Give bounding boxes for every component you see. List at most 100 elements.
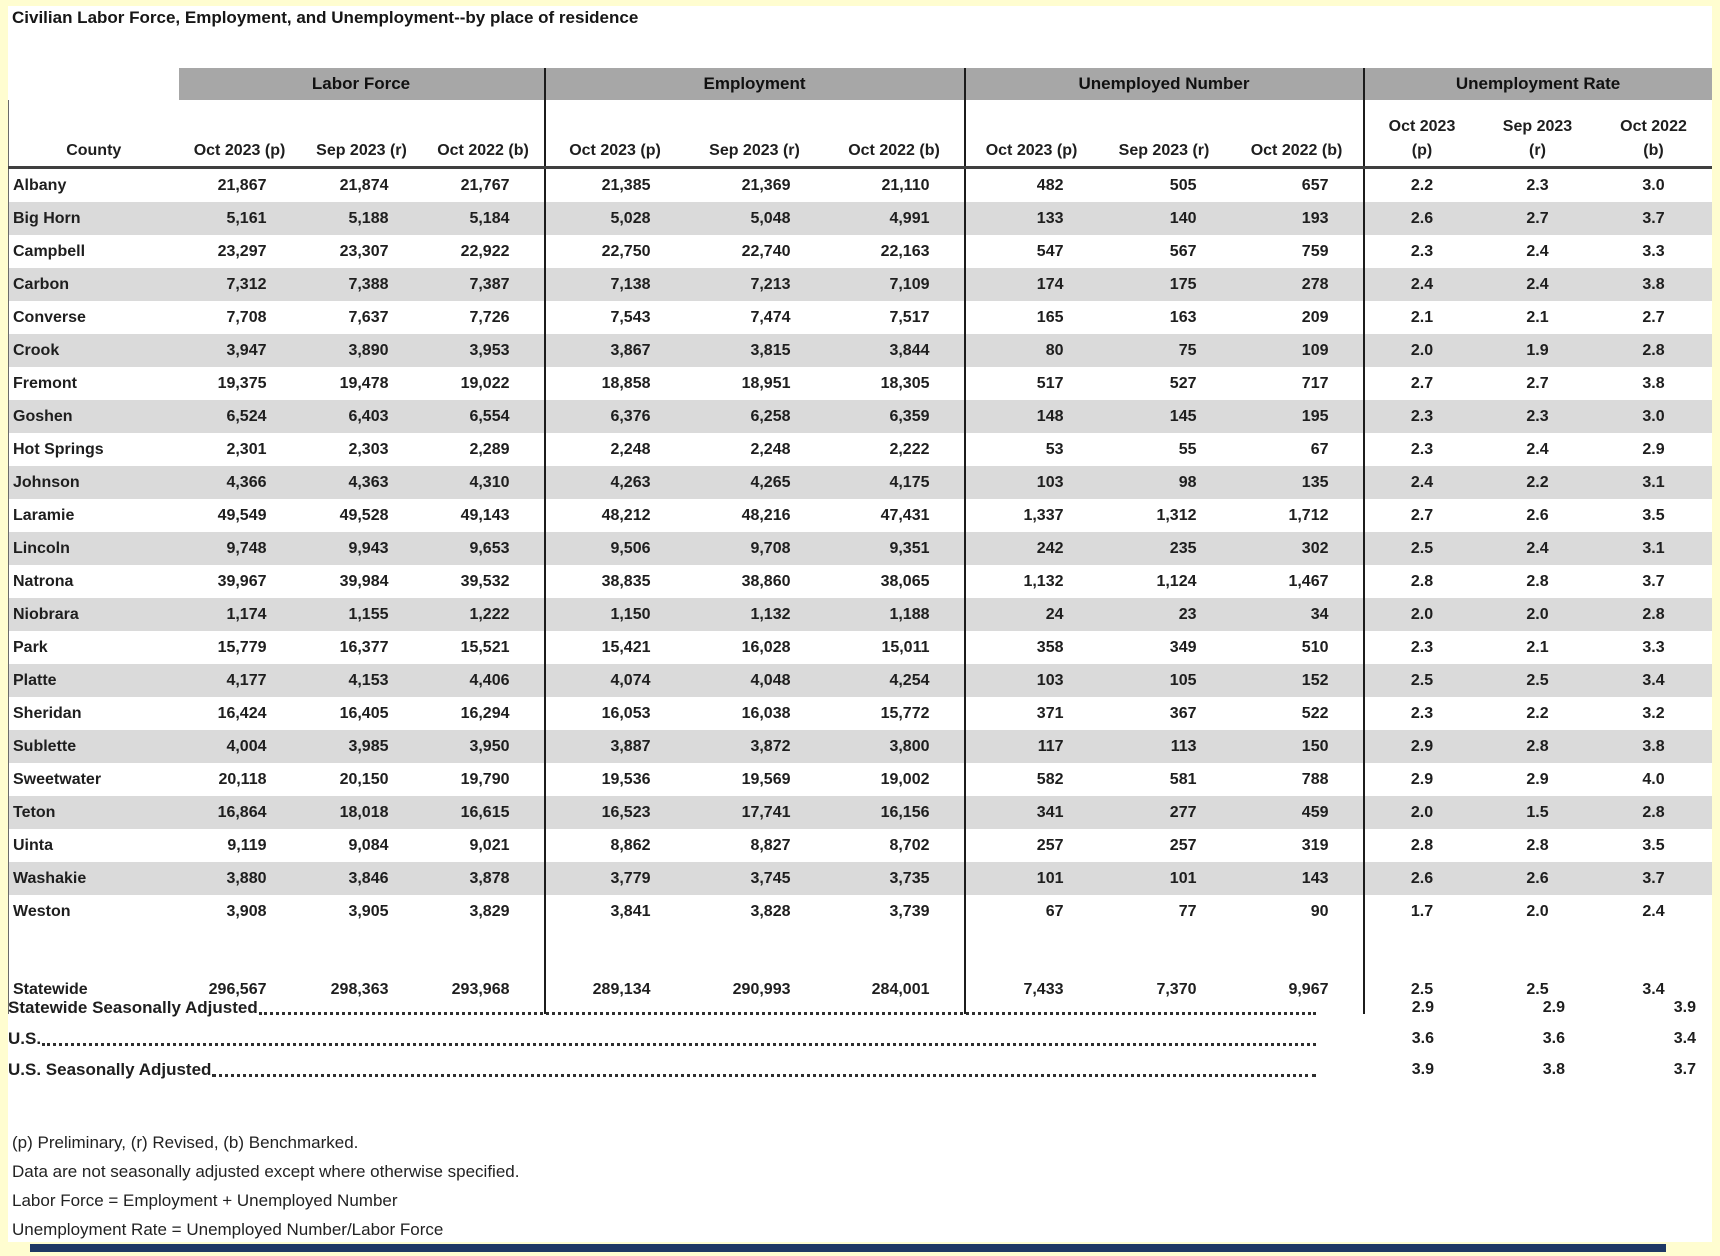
unemployed-value: 242 <box>963 532 1098 565</box>
corner-cell <box>8 68 179 100</box>
labor-force-value: 4,363 <box>300 466 423 499</box>
employment-value: 15,421 <box>543 631 685 664</box>
unemployed-value: 278 <box>1230 268 1364 301</box>
labor-force-value: 19,478 <box>339 374 389 392</box>
employment-value: 289,134 <box>543 966 685 1014</box>
unemployment-rate-value: 2.6 <box>1526 506 1549 524</box>
spacer-cell <box>1480 928 1596 966</box>
table-row-park: Park 15,779 16,377 15,521 15,421 16,028 15,011… <box>8 631 1712 664</box>
labor-force-value: 21,874 <box>339 176 389 194</box>
employment-value: 48,216 <box>741 506 791 524</box>
unemployed-value: 319 <box>1301 836 1329 854</box>
table-body: Albany 21,867 21,874 21,767 21,385 21,369 21,1… <box>8 167 1712 1014</box>
spacer-row <box>8 928 1712 966</box>
group-header-employment: Employment <box>543 68 965 100</box>
labor-force-value: 9,119 <box>227 836 267 854</box>
footnote-symbols: (p) Preliminary, (r) Revised, (b) Benchm… <box>12 1133 359 1152</box>
unemployed-value: 77 <box>1178 902 1197 920</box>
unemployed-value: 113 <box>1097 730 1231 763</box>
county-cell: Natrona <box>8 565 179 598</box>
unemployed-value: 98 <box>1097 466 1231 499</box>
employment-value: 4,991 <box>824 202 965 235</box>
unemployment-rate-value: 2.5 <box>1362 532 1480 565</box>
dotted-leader <box>258 1011 1316 1015</box>
labor-force-value: 3,985 <box>300 730 423 763</box>
employment-value: 3,867 <box>543 334 685 367</box>
unemployed-value: 152 <box>1230 664 1364 697</box>
unemployment-rate-value: 3.3 <box>1642 638 1665 656</box>
county-cell: Sheridan <box>8 697 179 730</box>
unemployment-rate-value: 2.4 <box>1526 242 1549 260</box>
unemployment-rate-value: 2.4 <box>1362 268 1480 301</box>
unemployed-value: 9,967 <box>1288 981 1329 998</box>
unemployment-rate-value: 2.6 <box>1479 862 1596 895</box>
labor-force-value: 2,303 <box>348 440 389 458</box>
county-cell: Hot Springs <box>8 433 179 466</box>
unemployment-rate-value: 2.8 <box>1595 334 1712 367</box>
unemployment-rate-value: 2.0 <box>1526 902 1549 920</box>
county-cell: Washakie <box>8 862 179 895</box>
unemployed-value: 257 <box>963 829 1098 862</box>
table-row-statewide: Statewide 296,567 298,363 293,968 289,134 290… <box>8 966 1712 1014</box>
labor-force-value: 4,406 <box>422 664 545 697</box>
labor-force-value: 20,118 <box>218 770 267 788</box>
labor-force-value: 49,528 <box>339 506 389 524</box>
unemployment-rate-value: 2.2 <box>1362 167 1480 202</box>
spacer-cell <box>825 928 965 966</box>
employment-value: 4,265 <box>684 466 825 499</box>
employment-value: 9,506 <box>543 532 685 565</box>
unemployment-rate-value: 2.8 <box>1595 796 1712 829</box>
unemployment-rate-value: 2.9 <box>1362 730 1480 763</box>
unemployment-rate-value: 2.5 <box>1479 664 1596 697</box>
table-row-washakie: Washakie 3,880 3,846 3,878 3,779 3,745 3,735 10… <box>8 862 1712 895</box>
spacer-cell <box>685 928 825 966</box>
unemployed-value: 34 <box>1230 598 1364 631</box>
unemployed-value: 527 <box>1169 374 1197 392</box>
unemployed-value: 582 <box>963 763 1098 796</box>
summary-label: U.S. Seasonally Adjusted <box>8 1060 212 1079</box>
unemployed-value: 788 <box>1301 770 1329 788</box>
unemployment-rate-value: 3.8 <box>1642 374 1665 392</box>
unemployed-value: 145 <box>1097 400 1231 433</box>
labor-force-value: 16,424 <box>217 704 267 722</box>
unemployment-rate-value: 3.2 <box>1642 704 1665 722</box>
period-column-header: Sep 2023 (r) <box>1097 100 1231 169</box>
unemployed-value: 67 <box>963 895 1098 928</box>
employment-value: 16,038 <box>741 704 791 722</box>
county-cell: Johnson <box>8 466 179 499</box>
unemployment-rate-value: 2.3 <box>1362 235 1480 268</box>
unemployment-rate-value: 3.8 <box>1595 730 1712 763</box>
page-title: Civilian Labor Force, Employment, and Un… <box>12 8 639 27</box>
employment-value: 2,248 <box>750 440 791 458</box>
footnote-seasonal: Data are not seasonally adjusted except … <box>12 1162 520 1181</box>
unemployment-rate-value: 2.6 <box>1362 202 1480 235</box>
unemployment-rate-value: 2.0 <box>1362 796 1480 829</box>
unemployed-value: 67 <box>1310 440 1329 458</box>
employment-value: 16,156 <box>824 796 965 829</box>
footnote-labor-force-formula: Labor Force = Employment + Unemployed Nu… <box>12 1191 398 1210</box>
labor-force-value: 15,521 <box>460 638 510 656</box>
unemployed-value: 101 <box>963 862 1098 895</box>
summary-row-statewide-sa: Statewide Seasonally Adjusted 2.9 2.9 3.… <box>8 996 1711 1020</box>
employment-value: 19,536 <box>543 763 685 796</box>
unemployed-value: 103 <box>963 664 1098 697</box>
labor-force-value: 3,878 <box>422 862 545 895</box>
unemployment-rate-value: 2.8 <box>1526 836 1549 854</box>
county-cell: Park <box>8 631 179 664</box>
employment-value: 4,074 <box>543 664 685 697</box>
unemployed-value: 140 <box>1097 202 1231 235</box>
unemployment-rate-value: 2.9 <box>1642 440 1665 458</box>
employment-value: 7,474 <box>750 308 791 326</box>
labor-force-value: 49,143 <box>460 506 510 524</box>
labor-force-value: 7,726 <box>469 308 510 326</box>
labor-force-value: 16,377 <box>339 638 389 656</box>
unemployed-value: 133 <box>963 202 1098 235</box>
labor-force-value: 3,846 <box>300 862 423 895</box>
labor-force-value: 5,188 <box>300 202 423 235</box>
group-header-unemployment-rate: Unemployment Rate <box>1362 68 1712 100</box>
unemployed-value: 657 <box>1301 176 1329 194</box>
labor-force-value: 3,947 <box>178 334 301 367</box>
county-cell: Platte <box>8 664 179 697</box>
county-cell: Goshen <box>8 400 179 433</box>
unemployed-value: 163 <box>1169 308 1197 326</box>
